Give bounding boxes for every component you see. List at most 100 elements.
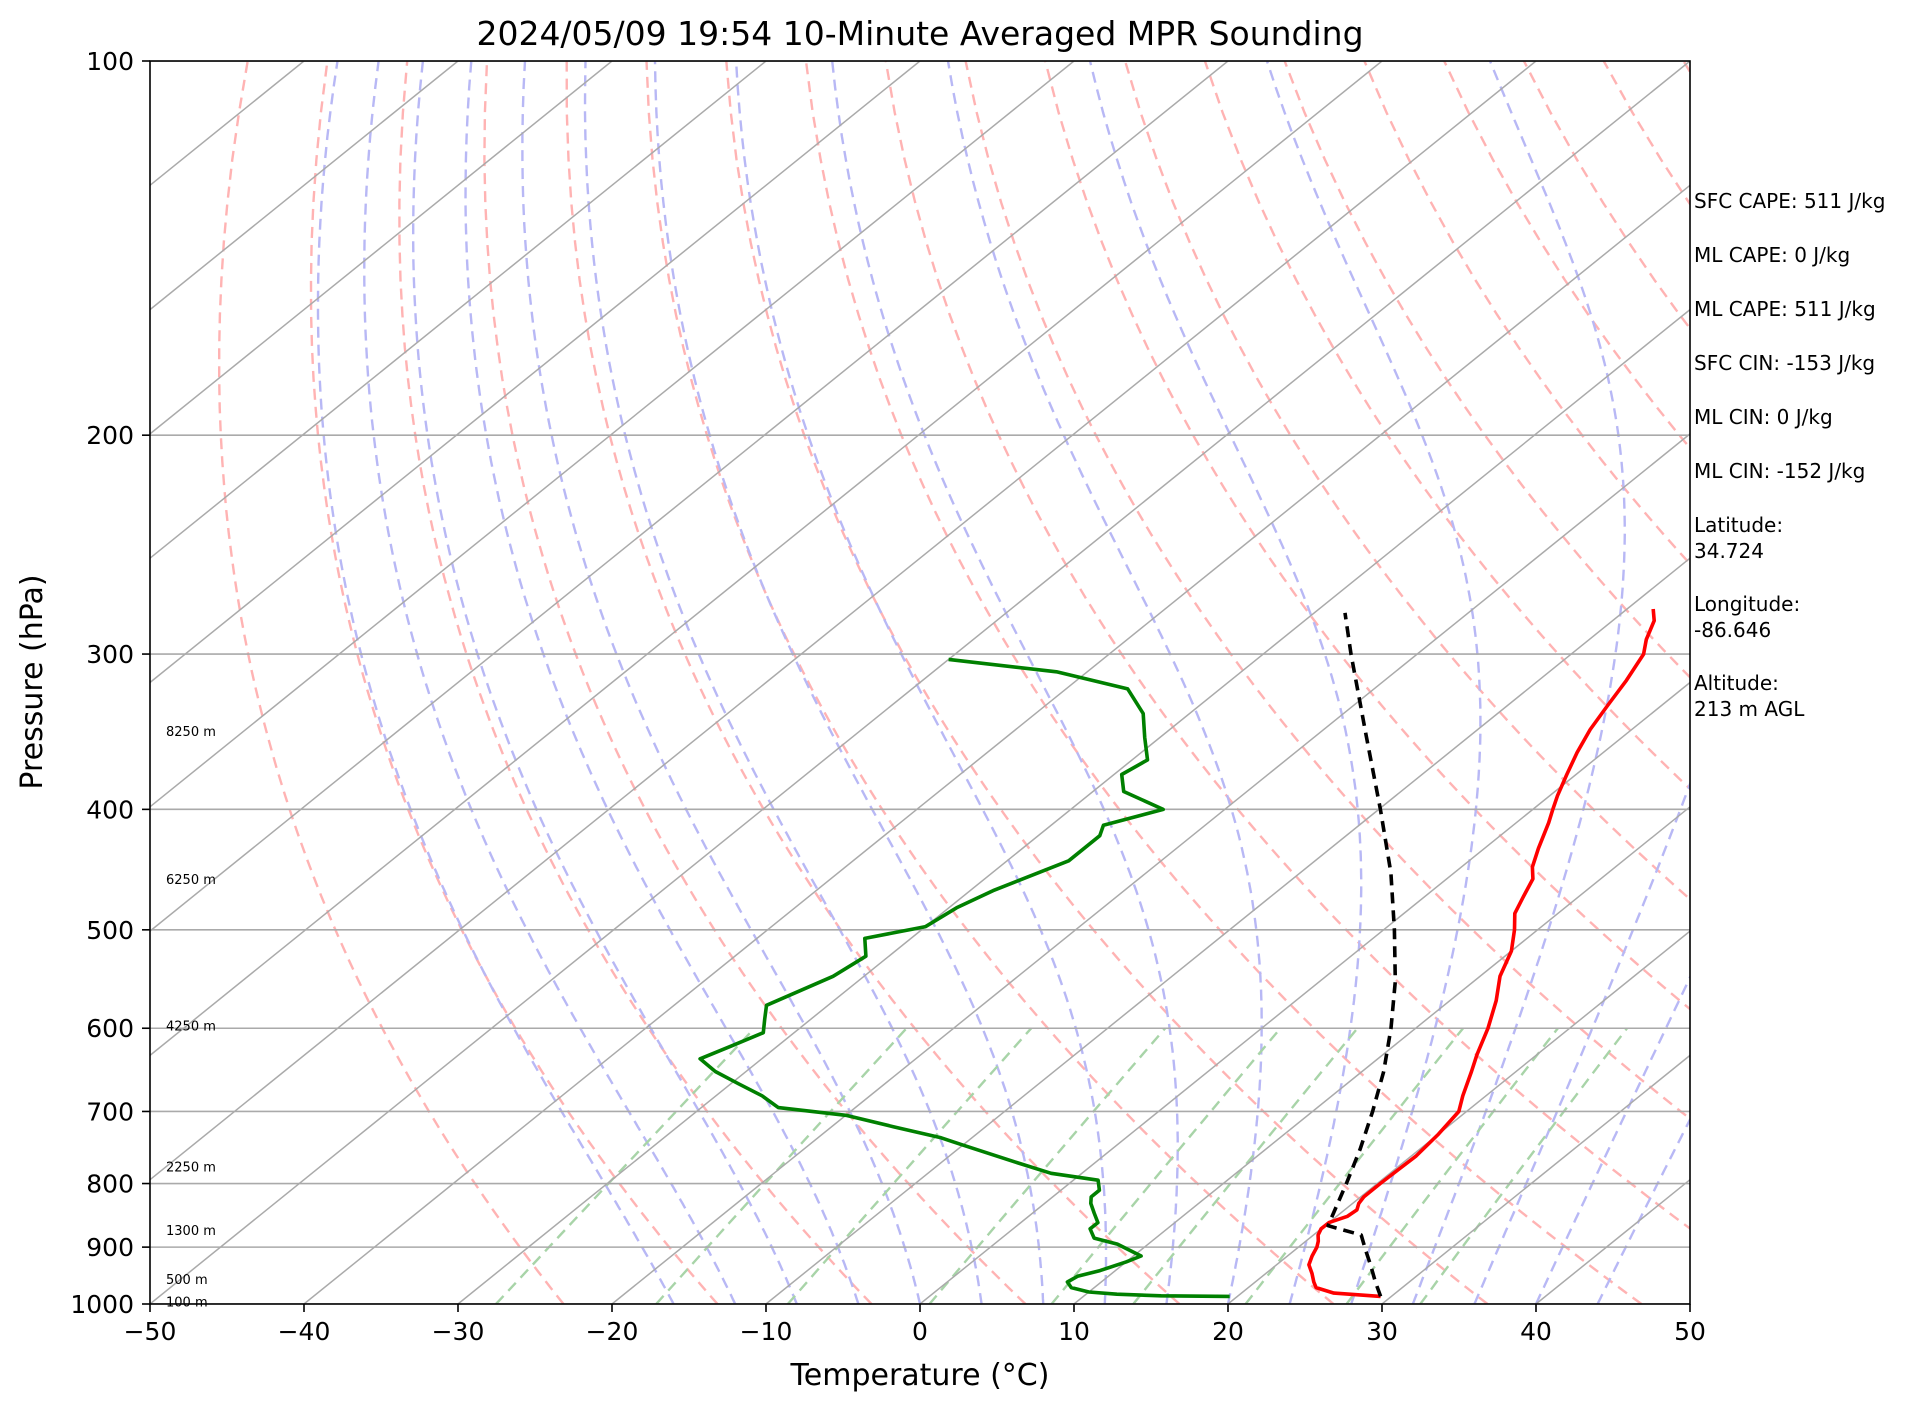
x-axis: −50 −40 −30 −20 −10 0 10 20 30 40 50 — [124, 1304, 1706, 1346]
dry-adiabat-line — [218, 61, 565, 1304]
y-tick-label: 300 — [86, 640, 134, 669]
height-label: 2250 m — [166, 1160, 216, 1175]
x-tick-label: 10 — [1058, 1317, 1090, 1346]
height-label: 6250 m — [166, 873, 216, 888]
moist-adiabat-line — [1596, 1117, 1690, 1304]
altitude-label: Altitude: — [1694, 671, 1779, 695]
moist-adiabat-line — [1265, 61, 1482, 1304]
height-label: 1300 m — [166, 1224, 216, 1239]
latitude-label: Latitude: — [1694, 513, 1784, 537]
y-tick-label: 200 — [86, 421, 134, 450]
dry-adiabat-line — [309, 61, 719, 1304]
background-reference-lines — [150, 61, 1690, 1304]
y-tick-label: 1000 — [70, 1290, 134, 1319]
isotherm-line — [611, 432, 1690, 1304]
dry-adiabat-line — [1363, 61, 1690, 566]
isotherm-line — [457, 308, 1690, 1304]
y-axis: 100 200 300 400 500 600 700 800 900 1000 — [70, 47, 150, 1319]
sounding-traces — [698, 608, 1656, 1299]
x-tick-label: −40 — [278, 1317, 331, 1346]
isotherm-line — [765, 557, 1690, 1304]
dry-adiabat-line — [884, 61, 1690, 1230]
moist-adiabat-line — [363, 61, 737, 1304]
mixing-ratio-line — [655, 1027, 908, 1304]
longitude-value: -86.646 — [1694, 618, 1772, 642]
moist-adiabat-line — [521, 61, 922, 1304]
moist-adiabat-line — [316, 61, 675, 1304]
y-tick-label: 700 — [86, 1097, 134, 1126]
y-tick-label: 600 — [86, 1014, 134, 1043]
moist-adiabat-line — [946, 61, 1263, 1304]
dry-adiabat-line — [1203, 61, 1690, 791]
latitude-value: 34.724 — [1694, 539, 1764, 563]
y-tick-label: 900 — [86, 1233, 134, 1262]
moist-adiabat-line — [412, 61, 798, 1304]
moist-adiabat-line — [653, 61, 1045, 1304]
moist-adiabat-line — [1534, 974, 1690, 1304]
altitude-value: 213 m AGL — [1694, 697, 1805, 721]
isotherm-line — [150, 61, 1383, 1057]
moist-adiabat-line — [1473, 780, 1690, 1304]
y-axis-label: Pressure (hPa) — [15, 574, 50, 789]
isotherm-line — [150, 61, 1075, 808]
info-panel: SFC CAPE: 511 J/kg ML CAPE: 0 J/kg ML CA… — [1694, 188, 1914, 749]
isotherm-line — [150, 61, 459, 311]
height-label: 4250 m — [166, 1020, 216, 1035]
dry-adiabat-line — [565, 61, 1181, 1304]
ml-cin: ML CIN: 0 J/kg — [1694, 405, 1833, 429]
x-tick-label: 20 — [1212, 1317, 1244, 1346]
y-tick-label: 500 — [86, 916, 134, 945]
longitude-label: Longitude: — [1694, 592, 1801, 616]
isotherm-line — [150, 61, 1229, 933]
isotherm-line — [150, 61, 1690, 1304]
isotherm-line — [150, 61, 1537, 1181]
isotherm-line — [1073, 805, 1690, 1304]
moist-adiabat-line — [464, 61, 860, 1304]
x-tick-label: −10 — [740, 1317, 793, 1346]
dry-adiabat-line — [1283, 61, 1690, 679]
longitude: Longitude: -86.646 — [1694, 591, 1914, 643]
moist-adiabat-line — [1411, 61, 1627, 1304]
dry-adiabat-line — [398, 61, 873, 1304]
ml-cin-2: ML CIN: -152 J/kg — [1694, 459, 1866, 483]
chart-title: 2024/05/09 19:54 10-Minute Averaged MPR … — [476, 14, 1363, 53]
mixing-ratio-line — [928, 1027, 1167, 1304]
isotherm-line — [1381, 1054, 1690, 1304]
x-axis-label: Temperature (°C) — [790, 1358, 1050, 1393]
height-label: 8250 m — [166, 725, 216, 740]
moist-adiabat-line — [734, 61, 1108, 1304]
latitude: Latitude: 34.724 — [1694, 512, 1914, 564]
height-labels: 8250 m 6250 m 4250 m 2250 m 1300 m 500 m 100 m — [166, 725, 216, 1310]
mixing-ratio-line — [1419, 1027, 1629, 1304]
dewpoint-trace — [698, 657, 1230, 1299]
sfc-cape: SFC CAPE: 511 J/kg — [1694, 189, 1886, 213]
x-tick-label: 50 — [1674, 1317, 1706, 1346]
y-tick-label: 100 — [86, 47, 134, 76]
x-tick-label: −20 — [586, 1317, 639, 1346]
ml-cape: ML CAPE: 0 J/kg — [1694, 243, 1851, 267]
isotherm-line — [303, 184, 1690, 1304]
sfc-cin: SFC CIN: -153 J/kg — [1694, 351, 1876, 375]
x-tick-label: −30 — [432, 1317, 485, 1346]
y-tick-label: 400 — [86, 795, 134, 824]
mixing-ratio-line — [1345, 1027, 1559, 1304]
isotherm-line — [919, 681, 1690, 1304]
y-tick-label: 800 — [86, 1170, 134, 1199]
x-tick-label: 0 — [912, 1317, 928, 1346]
x-tick-label: 30 — [1366, 1317, 1398, 1346]
parcel-trace — [1326, 612, 1398, 1298]
height-label: 100 m — [166, 1295, 208, 1310]
dry-adiabat-line — [645, 61, 1335, 1304]
mixing-ratio-line — [786, 1027, 1033, 1304]
moist-adiabat-line — [583, 61, 983, 1304]
isotherm-line — [150, 61, 613, 435]
altitude: Altitude: 213 m AGL — [1694, 670, 1914, 722]
pressure-gridlines — [150, 61, 1690, 1304]
dry-adiabat-line — [725, 61, 1489, 1304]
isotherm-line — [150, 61, 767, 560]
dry-adiabat-line — [804, 61, 1643, 1304]
moist-adiabat-line — [831, 61, 1179, 1304]
dry-adiabat-line — [483, 61, 1027, 1304]
height-label: 500 m — [166, 1273, 208, 1288]
